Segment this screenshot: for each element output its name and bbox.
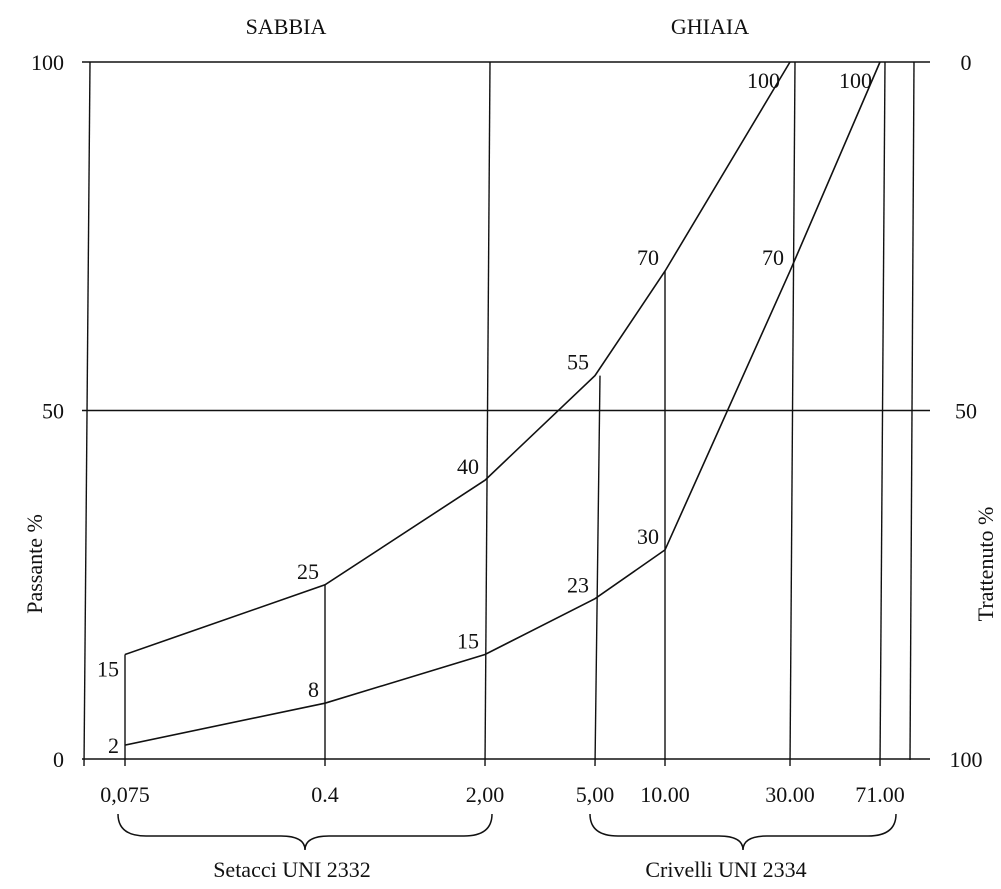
y-axis-title-right: Trattenuto % <box>973 507 998 622</box>
x-tick-line-71 <box>879 61 886 767</box>
x-tick-label: 0.4 <box>311 782 339 807</box>
data-label: 8 <box>308 677 319 702</box>
data-label: 55 <box>567 350 589 375</box>
data-label: 70 <box>637 245 659 270</box>
upper-limit-curve <box>124 61 791 656</box>
left-frame-line <box>83 61 91 767</box>
data-label: 15 <box>97 656 119 681</box>
x-tick-label: 0,075 <box>100 782 150 807</box>
x-tick-label: 10.00 <box>640 782 690 807</box>
x-tick-label: 5,00 <box>576 782 615 807</box>
x-tick-label: 2,00 <box>466 782 505 807</box>
lower-limit-curve <box>124 61 881 746</box>
brace-sieves <box>117 813 493 851</box>
y-tick-label-right: 50 <box>955 399 977 424</box>
y-tick-label-right: 0 <box>961 50 972 75</box>
data-label: 70 <box>762 245 784 270</box>
x-tick-label: 30.00 <box>765 782 815 807</box>
data-label: 23 <box>567 573 589 598</box>
y-tick-label-right: 100 <box>950 747 983 772</box>
region-label-gravel: GHIAIA <box>671 14 749 39</box>
data-label: 40 <box>457 454 479 479</box>
region-label-sand: SABBIA <box>246 14 327 39</box>
data-label: 2 <box>108 733 119 758</box>
data-label: 15 <box>457 628 479 653</box>
y-tick-label-left: 100 <box>31 50 64 75</box>
group-label-sieves: Setacci UNI 2332 <box>213 857 371 882</box>
boundary-line-2 <box>484 61 491 767</box>
data-label: 30 <box>637 524 659 549</box>
x-tick-line-30 <box>789 61 796 767</box>
x-tick-line-5 <box>594 375 601 767</box>
y-tick-label-left: 50 <box>42 399 64 424</box>
right-frame-line <box>909 61 915 761</box>
x-tick-label: 71.00 <box>855 782 905 807</box>
y-tick-label-left: 0 <box>53 747 64 772</box>
y-axis-title-left: Passante % <box>22 514 47 614</box>
brace-screens <box>589 813 897 851</box>
data-label: 25 <box>297 559 319 584</box>
data-label: 100 <box>747 68 780 93</box>
data-label: 100 <box>839 68 872 93</box>
group-label-screens: Crivelli UNI 2334 <box>645 857 806 882</box>
